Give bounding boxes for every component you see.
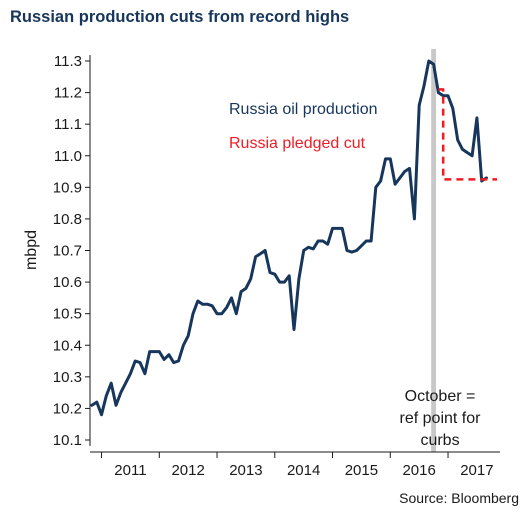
x-tick-label: 2015 <box>345 462 378 479</box>
y-tick-label: 11.2 <box>54 85 82 102</box>
x-tick-label: 2017 <box>460 462 493 479</box>
y-tick-label: 10.7 <box>53 243 82 260</box>
source-note: Source: Bloomberg <box>399 490 519 506</box>
x-tick-label: 2011 <box>114 462 146 479</box>
y-tick-label: 10.3 <box>53 369 82 386</box>
x-tick-label: 2014 <box>287 462 320 479</box>
y-tick-label: 10.4 <box>53 337 82 354</box>
highlight-band-october <box>431 49 436 452</box>
y-tick-label: 10.1 <box>53 432 82 449</box>
annotation-line-1: October = <box>405 388 476 405</box>
series-line-russia-oil-production <box>90 59 488 417</box>
chart-title: Russian production cuts from record high… <box>10 8 350 26</box>
annotation-line-2: ref point for <box>400 410 482 427</box>
x-tick-label: 2012 <box>171 462 204 479</box>
y-tick-label: 11.3 <box>54 53 82 70</box>
y-tick-label: 10.5 <box>53 306 82 323</box>
annotation-line-3: curbs <box>420 432 459 449</box>
x-tick-label: 2013 <box>229 462 262 479</box>
series-line-russia-pledged-cut <box>438 88 498 181</box>
series-layer <box>90 59 498 417</box>
x-tick-label: 2016 <box>402 462 435 479</box>
y-tick-label: 11.0 <box>54 148 82 165</box>
y-tick-label: 10.8 <box>53 211 82 228</box>
highlight-band-layer <box>431 49 436 452</box>
y-tick-label: 10.6 <box>53 274 82 291</box>
y-axis-label: mbpd <box>23 230 40 270</box>
y-tick-label: 10.9 <box>53 179 82 196</box>
y-tick-label: 11.1 <box>54 116 82 133</box>
legend-russia-pledged-cut: Russia pledged cut <box>229 135 366 152</box>
y-tick-label: 10.2 <box>53 400 82 417</box>
legend-russia-oil-production: Russia oil production <box>229 101 378 118</box>
axes: 10.1 10.2 10.3 10.4 10.5 10.6 10.7 10.8 10.9 11.0… <box>53 53 500 479</box>
